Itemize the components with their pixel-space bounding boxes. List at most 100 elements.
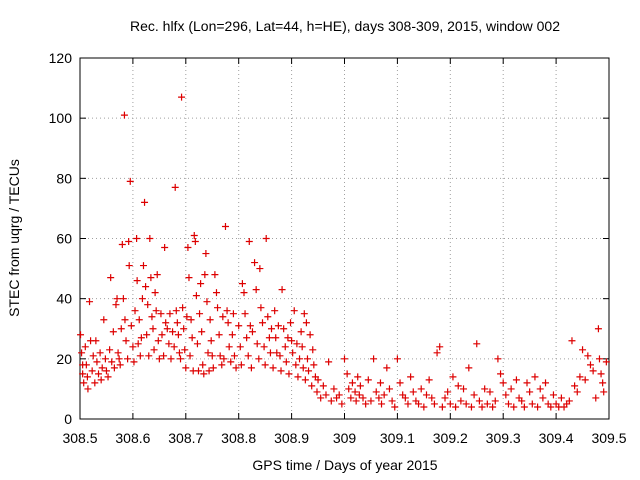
data-point: [300, 310, 308, 318]
data-point: [341, 355, 348, 363]
data-point: [108, 358, 116, 366]
data-point: [119, 295, 127, 303]
data-point: [240, 289, 248, 297]
data-point: [247, 364, 255, 372]
data-point: [338, 400, 346, 408]
data-point: [112, 301, 120, 309]
data-point: [98, 364, 106, 372]
data-point: [280, 325, 288, 333]
data-point: [179, 304, 187, 312]
data-point: [130, 358, 138, 366]
data-point: [348, 379, 356, 387]
data-point: [362, 400, 370, 408]
data-point: [227, 358, 235, 366]
data-point: [290, 307, 298, 315]
data-point: [486, 388, 494, 396]
data-point: [592, 394, 600, 402]
data-point: [584, 352, 592, 360]
data-point: [599, 379, 607, 387]
data-point: [273, 349, 281, 357]
data-point: [84, 385, 92, 393]
data-point: [289, 349, 297, 357]
data-point: [134, 340, 142, 348]
data-point: [241, 310, 249, 318]
data-point: [284, 334, 292, 342]
data-point: [438, 403, 446, 411]
data-point: [261, 361, 269, 369]
data-point: [565, 397, 573, 405]
data-point: [356, 382, 364, 390]
data-point: [586, 361, 594, 369]
data-point: [221, 222, 229, 230]
data-point: [491, 397, 499, 405]
data-point: [167, 355, 175, 363]
data-point: [199, 361, 207, 369]
data-point: [209, 364, 217, 372]
data-point: [211, 271, 219, 279]
data-point: [388, 397, 396, 405]
data-point: [271, 307, 279, 315]
data-point: [166, 310, 174, 318]
data-point: [602, 358, 610, 366]
data-point: [92, 337, 100, 345]
data-point: [201, 271, 209, 279]
data-point: [142, 283, 150, 291]
data-point: [139, 262, 147, 270]
data-point: [89, 352, 97, 360]
data-point: [499, 379, 507, 387]
data-point: [124, 355, 132, 363]
data-point: [174, 331, 182, 339]
data-point: [296, 355, 304, 363]
data-point: [401, 394, 409, 402]
data-point: [198, 328, 206, 336]
data-point: [220, 355, 228, 363]
data-point: [136, 352, 144, 360]
data-point: [449, 373, 457, 381]
data-point: [165, 340, 173, 348]
data-point: [489, 403, 497, 411]
data-point: [547, 403, 555, 411]
data-point: [175, 349, 183, 357]
data-point: [97, 376, 105, 384]
data-point: [407, 373, 415, 381]
data-point: [238, 280, 246, 288]
data-point: [364, 376, 372, 384]
data-point: [190, 231, 198, 239]
x-tick-label: 308.8: [221, 430, 256, 446]
data-point: [370, 355, 378, 363]
data-point: [158, 331, 166, 339]
data-point: [354, 373, 362, 381]
data-point: [257, 304, 265, 312]
data-point: [446, 400, 454, 408]
y-tick-label: 0: [64, 411, 72, 427]
data-point: [465, 364, 473, 372]
data-point: [313, 388, 321, 396]
data-point: [452, 403, 460, 411]
data-point: [251, 259, 259, 267]
data-point: [269, 364, 277, 372]
data-point: [409, 388, 417, 396]
data-point: [223, 307, 231, 315]
data-point: [149, 325, 157, 333]
x-tick-labels: 308.5 308.6 308.7 308.8 308.9 309 309.1 309.2 30…: [62, 430, 626, 446]
data-point: [163, 325, 171, 333]
data-point: [218, 361, 226, 369]
data-point: [133, 277, 141, 285]
data-point: [549, 391, 557, 399]
data-point: [107, 274, 115, 282]
data-point: [314, 376, 322, 384]
data-point: [144, 301, 152, 309]
data-point: [444, 388, 452, 396]
data-point: [343, 370, 351, 378]
data-point: [573, 388, 581, 396]
data-point: [595, 355, 603, 363]
data-point: [393, 355, 401, 363]
x-tick-label: 309.3: [486, 430, 521, 446]
data-point: [95, 370, 103, 378]
data-point: [262, 235, 270, 242]
data-point: [417, 385, 425, 393]
data-point: [297, 328, 305, 336]
data-point: [355, 391, 363, 399]
x-tick-label: 309.2: [433, 430, 468, 446]
data-point: [154, 337, 162, 345]
